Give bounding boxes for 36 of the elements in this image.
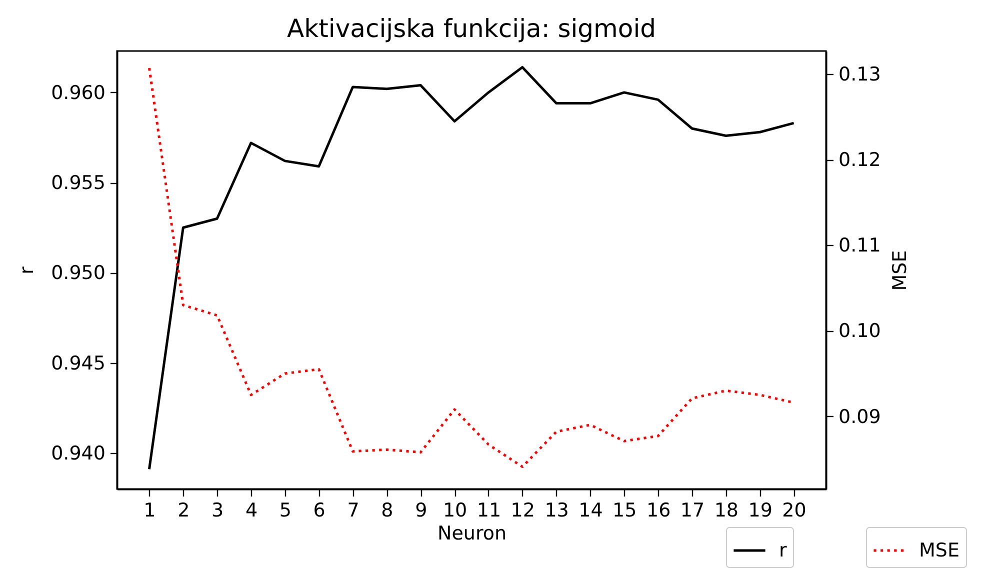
x-tick-label: 10 — [442, 500, 468, 522]
x-tick-label: 12 — [510, 500, 535, 522]
y2-tick-label: 0.10 — [838, 320, 881, 342]
x-tick-label: 17 — [680, 500, 705, 522]
y-tick-label: 0.940 — [51, 442, 106, 464]
x-tick-label: 8 — [381, 500, 394, 522]
x-tick-label: 5 — [279, 500, 292, 522]
x-tick-label: 19 — [748, 500, 772, 522]
y-axis-title: r — [16, 266, 38, 274]
x-tick-label: 13 — [544, 500, 569, 522]
y-tick-label: 0.945 — [51, 352, 106, 374]
x-tick-label: 16 — [646, 500, 671, 522]
y-tick-label: 0.955 — [51, 172, 106, 194]
x-tick-label: 18 — [714, 500, 739, 522]
x-tick-label: 15 — [612, 500, 637, 522]
x-tick-label: 3 — [212, 500, 224, 522]
y2-tick-label: 0.13 — [838, 64, 881, 86]
x-tick-label: 4 — [245, 500, 258, 522]
chart-title: Aktivacijska funkcija: sigmoid — [286, 14, 656, 43]
legend-label: MSE — [919, 540, 960, 562]
x-tick-label: 6 — [313, 500, 326, 522]
y2-tick-label: 0.12 — [838, 149, 881, 172]
y2-tick-label: 0.11 — [838, 234, 881, 257]
y-tick-label: 0.950 — [51, 262, 106, 284]
legend-label: r — [779, 540, 787, 562]
x-tick-label: 11 — [476, 500, 502, 522]
x-tick-label: 9 — [415, 500, 428, 522]
y2-tick-label: 0.09 — [838, 406, 881, 428]
y2-axis-title: MSE — [888, 250, 911, 291]
x-tick-label: 14 — [578, 500, 603, 522]
x-tick-label: 7 — [347, 500, 360, 522]
x-tick-label: 1 — [144, 500, 156, 522]
x-axis-title: Neuron — [437, 522, 507, 544]
y-tick-label: 0.960 — [51, 82, 106, 104]
x-tick-label: 20 — [782, 500, 806, 522]
x-tick-label: 2 — [178, 500, 190, 522]
